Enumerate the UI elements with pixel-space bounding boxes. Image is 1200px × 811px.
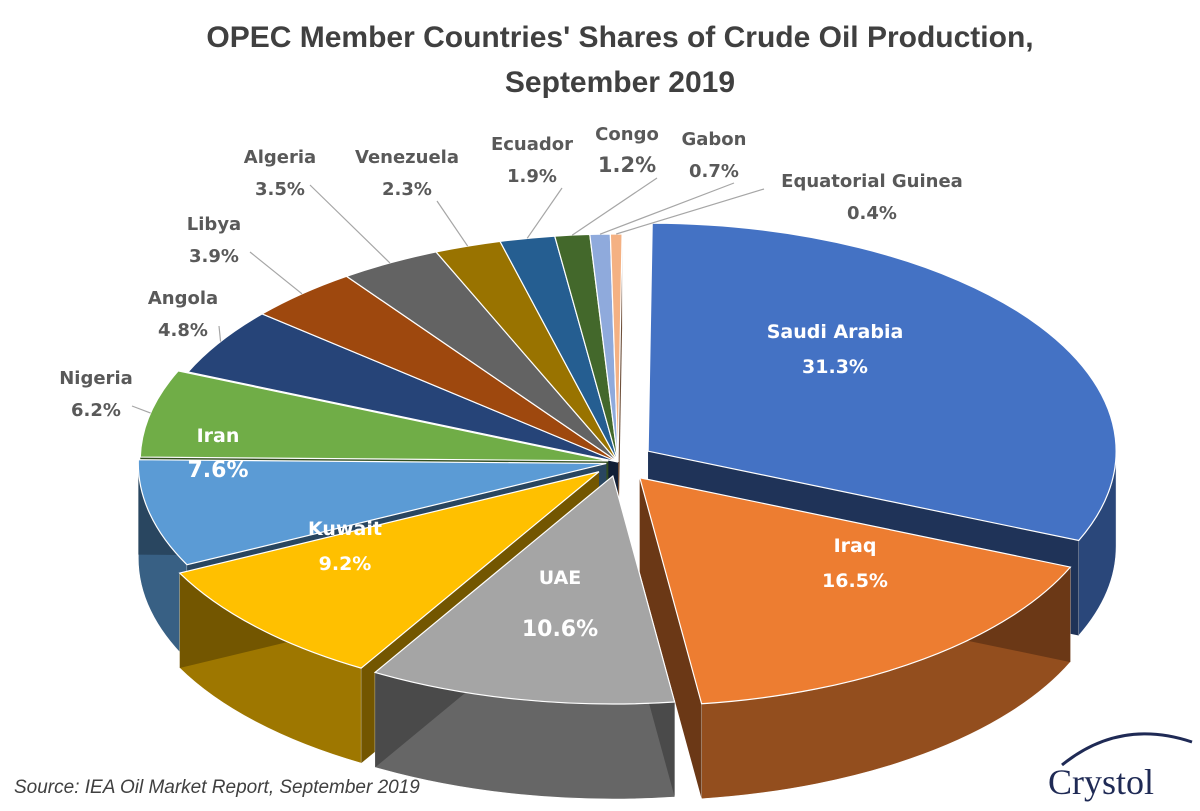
crystol-logo: Crystol [1048,732,1193,802]
label-iraq-value: 16.5% [822,570,888,592]
label-saudi-arabia-name: Saudi Arabia [767,321,904,343]
label-congo-name: Congo [595,124,659,145]
label-iran-value: 7.6% [187,458,248,483]
slice-iran [137,459,607,566]
leader-equatorial-guinea [616,188,765,235]
logo-text: Crystol [1048,762,1154,802]
chart-title-line-1: OPEC Member Countries' Shares of Crude O… [206,21,1033,54]
label-ecuador-value: 1.9% [507,166,557,187]
source-note: Source: IEA Oil Market Report, September… [14,777,420,798]
label-uae-value: 10.6% [522,617,598,642]
pie-tops [137,222,1117,705]
pie-cut-1-1 [639,477,702,799]
label-angola-value: 4.8% [158,320,208,341]
label-angola-name: Angola [148,288,218,309]
leader-congo [571,177,658,236]
leader-algeria [309,184,391,264]
leader-angola [218,325,222,342]
label-nigeria-name: Nigeria [59,368,133,389]
label-iran-name: Iran [197,425,240,447]
label-gabon-name: Gabon [682,129,747,150]
label-equatorial-guinea-value: 0.4% [847,203,897,224]
slice-nigeria [139,370,609,462]
slice-saudi-arabia [647,222,1117,542]
slice-kuwait [178,471,600,669]
label-nigeria-value: 6.2% [71,400,121,421]
label-saudi-arabia-value: 31.3% [802,356,868,378]
leader-nigeria [131,405,151,414]
label-gabon-value: 0.7% [689,161,739,182]
label-uae-name: UAE [539,567,582,589]
chart-title-line-2: September 2019 [505,66,735,99]
label-iraq-name: Iraq [834,535,877,557]
slice-labels: Saudi Arabia 31.3% Iraq 16.5% UAE 10.6% Kuwait… [59,124,963,642]
label-venezuela-value: 2.3% [382,179,432,200]
label-algeria-value: 3.5% [255,179,305,200]
leader-gabon [599,182,735,235]
label-venezuela-name: Venezuela [355,147,459,168]
leader-ecuador [526,187,563,239]
slice-iraq [638,476,1072,705]
label-equatorial-guinea-name: Equatorial Guinea [781,171,963,192]
label-algeria-name: Algeria [244,147,316,168]
label-kuwait-name: Kuwait [308,518,382,540]
label-kuwait-value: 9.2% [319,553,372,575]
label-congo-value: 1.2% [598,153,656,177]
label-ecuador-name: Ecuador [491,134,573,155]
label-libya-value: 3.9% [189,246,239,267]
slice-uae [373,474,676,705]
chart-title: OPEC Member Countries' Shares of Crude O… [206,21,1033,99]
logo-swoosh [1061,732,1193,767]
leader-venezuela [436,200,469,247]
label-libya-name: Libya [187,214,241,235]
slice-equatorial-guinea [609,233,623,463]
label-leader-lines [131,177,765,414]
leader-libya [249,251,303,295]
